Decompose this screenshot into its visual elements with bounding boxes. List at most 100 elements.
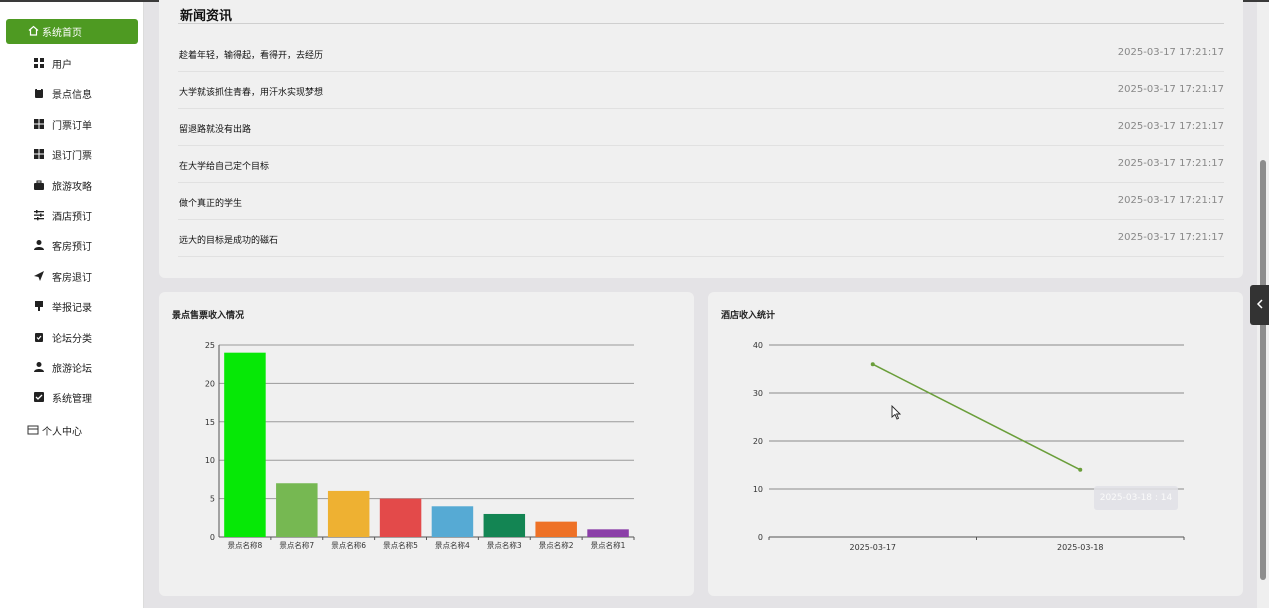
news-item[interactable]: 留退路就没有出路 2025-03-17 17:21:17 [178,109,1224,146]
y-tick-label: 0 [758,533,763,542]
sidebar-item-label: 退订门票 [52,147,92,162]
news-item-title[interactable]: 远大的目标是成功的磁石 [179,233,278,246]
y-tick-label: 15 [205,418,215,427]
news-item[interactable]: 远大的目标是成功的磁石 2025-03-17 17:21:17 [178,220,1224,257]
x-tick-label: 景点名称4 [435,540,470,550]
sidebar-item-label: 客房预订 [52,238,92,253]
news-item[interactable]: 大学就该抓住青春，用汗水实现梦想 2025-03-17 17:21:17 [178,72,1224,109]
clipboard-check-icon [33,331,45,343]
y-tick-label: 40 [753,341,763,350]
bar [484,514,526,537]
clipboard-icon [33,87,45,99]
y-tick-label: 20 [753,437,763,446]
id-card-icon [27,424,39,436]
user-icon [33,361,45,373]
x-tick-label: 2025-03-17 [850,543,897,552]
sidebar-item-home[interactable]: 系统首页 [6,19,138,44]
sidebar-item[interactable]: 退订门票 [0,142,144,166]
x-tick-label: 景点名称8 [228,540,263,550]
news-divider [178,23,1224,24]
news-item-title[interactable]: 大学就该抓住青春，用汗水实现梦想 [179,85,323,98]
apps-icon [33,148,45,160]
sidebar-item-label: 门票订单 [52,117,92,132]
news-item[interactable]: 在大学给自己定个目标 2025-03-17 17:21:17 [178,146,1224,183]
news-item-title[interactable]: 留退路就没有出路 [179,122,251,135]
mouse-cursor-icon [891,405,901,424]
y-tick-label: 10 [753,485,763,494]
checkbox-icon [33,391,45,403]
news-item[interactable]: 趁着年轻，输得起，看得开，去经历 2025-03-17 17:21:17 [178,35,1224,72]
bar [328,491,370,537]
news-item-date: 2025-03-17 17:21:17 [1118,121,1224,132]
news-item-title[interactable]: 做个真正的学生 [179,196,242,209]
bar [224,353,266,537]
bar [432,506,474,537]
data-point [1078,468,1082,472]
sidebar-item-label: 酒店预订 [52,208,92,223]
x-tick-label: 景点名称2 [539,540,574,550]
scrollbar-thumb[interactable] [1260,160,1266,580]
sidebar-item[interactable]: 门票订单 [0,112,144,136]
sidebar-item[interactable]: 论坛分类 [0,325,144,349]
sidebar-item[interactable]: 客房预订 [0,233,144,257]
pin-icon [33,300,45,312]
x-tick-label: 景点名称5 [383,540,418,550]
news-title: 新闻资讯 [180,5,232,24]
chevron-left-icon [1256,298,1264,312]
sidebar-item-label: 论坛分类 [52,330,92,345]
news-item-date: 2025-03-17 17:21:17 [1118,84,1224,95]
collapse-panel-button[interactable] [1250,285,1269,325]
sidebar-item[interactable]: 举报记录 [0,294,144,318]
hotel-income-chart-card: 酒店收入统计 0 10 20 30 40 2025-03-17 2025-03-18 [708,292,1243,596]
bar [587,529,629,537]
sidebar-item[interactable]: 用户 [0,51,144,75]
sidebar-item[interactable]: 系统管理 [0,385,144,409]
main-content: 新闻资讯 趁着年轻，输得起，看得开，去经历 2025-03-17 17:21:17… [145,2,1257,608]
sidebar-item[interactable]: 客房退订 [0,264,144,288]
x-tick-label: 景点名称1 [591,540,626,550]
sidebar-item[interactable]: 景点信息 [0,81,144,105]
sidebar-profile-label: 个人中心 [42,423,82,438]
series-line [873,364,1081,470]
bar-chart: 0 5 10 15 20 25 景点名称8 景点名称7 景点名称6 景点名称5 景点名称4 景点名称3… [159,292,694,596]
y-tick-label: 30 [753,389,763,398]
apps-icon [33,118,45,130]
sidebar-item-label: 旅游论坛 [52,360,92,375]
sidebar-item-label: 举报记录 [52,299,92,314]
ticket-income-chart-card: 景点售票收入情况 0 5 10 15 20 25 景点名称8 景点名称7 景点名称6 景点名称5 景… [159,292,694,596]
news-card: 新闻资讯 趁着年轻，输得起，看得开，去经历 2025-03-17 17:21:17… [159,0,1243,278]
line-chart: 0 10 20 30 40 2025-03-17 2025-03-18 [708,292,1243,596]
sidebar-home-label: 系统首页 [42,24,82,39]
y-tick-label: 0 [210,533,215,542]
sidebar-item-label: 用户 [52,56,72,71]
x-tick-label: 2025-03-18 [1057,543,1104,552]
sidebar-item-label: 客房退订 [52,269,92,284]
news-item-date: 2025-03-17 17:21:17 [1118,195,1224,206]
x-tick-label: 景点名称7 [279,540,314,550]
y-tick-label: 20 [205,379,215,388]
bar [535,522,577,537]
x-tick-label: 景点名称3 [487,540,522,550]
bar [380,499,422,537]
sidebar-item[interactable]: 旅游攻略 [0,173,144,197]
sidebar: 系统首页 用户景点信息门票订单退订门票旅游攻略酒店预订客房预订客房退订举报记录论… [0,2,144,608]
send-icon [33,270,45,282]
y-tick-label: 5 [210,495,215,504]
news-item-title[interactable]: 趁着年轻，输得起，看得开，去经历 [179,48,323,61]
sidebar-item-profile[interactable]: 个人中心 [0,418,144,442]
x-tick-label: 景点名称6 [331,540,366,550]
news-item[interactable]: 做个真正的学生 2025-03-17 17:21:17 [178,183,1224,220]
sidebar-item[interactable]: 旅游论坛 [0,355,144,379]
sliders-icon [33,209,45,221]
y-tick-label: 25 [205,341,215,350]
sidebar-item[interactable]: 酒店预订 [0,203,144,227]
sidebar-item-label: 旅游攻略 [52,178,92,193]
chart-tooltip: 2025-03-18 : 14 [1094,486,1178,510]
y-tick-label: 10 [205,456,215,465]
news-item-title[interactable]: 在大学给自己定个目标 [179,159,269,172]
grid-icon [33,57,45,69]
briefcase-icon [33,179,45,191]
user-icon [33,239,45,251]
sidebar-item-label: 景点信息 [52,86,92,101]
sidebar-item-label: 系统管理 [52,390,92,405]
